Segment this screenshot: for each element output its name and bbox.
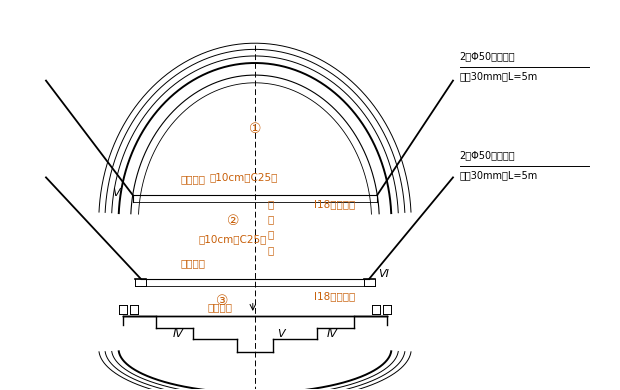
Text: 壁厓30mm，L=5m: 壁厓30mm，L=5m [459, 170, 538, 180]
Text: 界: 界 [267, 230, 273, 239]
Text: V: V [278, 329, 285, 339]
Text: 喷10cm厚C25砒: 喷10cm厚C25砒 [210, 172, 278, 183]
Text: IV: IV [172, 329, 184, 339]
Text: VI: VI [378, 269, 389, 279]
Text: V: V [112, 188, 120, 198]
Text: 线: 线 [267, 245, 273, 255]
Text: I18临时钓架: I18临时钓架 [314, 199, 356, 209]
Text: ②: ② [227, 215, 239, 229]
Text: 开挖界线: 开挖界线 [181, 258, 206, 268]
Text: ③: ③ [216, 294, 228, 308]
Text: 隧: 隧 [267, 199, 273, 209]
Text: ①: ① [249, 122, 261, 136]
Text: 喷10cm厚C25砒: 喷10cm厚C25砒 [199, 234, 267, 244]
Text: IV: IV [327, 329, 337, 339]
Text: 内轨顶面: 内轨顶面 [207, 302, 232, 312]
Text: I18临时钓架: I18临时钓架 [314, 291, 356, 301]
Text: 2根Φ50锁脚锳管: 2根Φ50锁脚锳管 [459, 151, 515, 160]
Text: 开挖界线: 开挖界线 [181, 175, 206, 184]
Text: 道: 道 [267, 214, 273, 224]
Text: 壁厓30mm，L=5m: 壁厓30mm，L=5m [459, 71, 538, 81]
Text: 2根Φ50锁脚锳管: 2根Φ50锁脚锳管 [459, 51, 515, 61]
